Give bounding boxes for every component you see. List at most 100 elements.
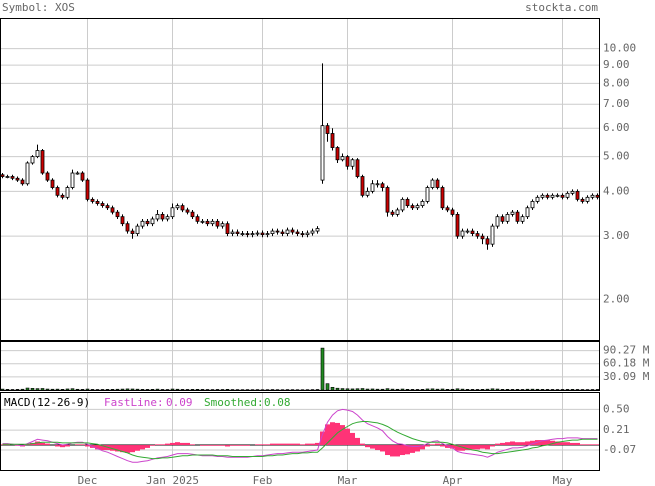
candle-body <box>465 230 470 233</box>
candle-body <box>140 220 145 227</box>
volume-bar <box>30 388 35 391</box>
macd-histogram-bar <box>160 444 165 446</box>
y-tick-label: 4.00 <box>603 184 630 197</box>
macd-histogram-bar <box>110 445 115 451</box>
macd-histogram-bar <box>180 442 185 446</box>
candle-body <box>500 216 505 222</box>
candle-body <box>135 225 140 234</box>
macd-histogram-bar <box>120 445 125 453</box>
candle-body <box>430 179 435 188</box>
candle-body <box>530 201 535 209</box>
macd-histogram-bar <box>60 445 65 448</box>
volume-bar <box>445 389 450 391</box>
volume-bar <box>135 388 140 391</box>
volume-bar <box>450 388 455 391</box>
macd-histogram-bar <box>480 445 485 449</box>
y-tick-label: 2.00 <box>603 292 630 305</box>
macd-histogram-bar <box>500 442 505 446</box>
volume-bar <box>65 388 70 391</box>
candle-body <box>525 207 530 218</box>
candle-body <box>0 174 5 177</box>
macd-histogram-bar <box>320 431 325 446</box>
candle-body <box>440 187 445 209</box>
macd-histogram-bar <box>515 442 520 446</box>
macd-histogram-bar <box>315 442 320 446</box>
y-tick-label: 30.09 M <box>603 370 650 383</box>
candle-body <box>70 172 75 188</box>
candle-body <box>220 223 225 227</box>
volume-bar <box>540 389 545 391</box>
candle-body <box>360 176 365 196</box>
macd-histogram-bar <box>585 444 590 446</box>
volume-bar <box>335 387 340 391</box>
candle-body <box>590 194 595 198</box>
candle-body <box>120 216 125 225</box>
volume-bar <box>315 389 320 391</box>
macd-histogram-bar <box>340 425 345 446</box>
candle-body <box>380 183 385 188</box>
candle-body <box>340 156 345 161</box>
y-tick-label: 0.50 <box>603 402 630 415</box>
volume-bar <box>575 389 580 391</box>
volume-bar <box>225 389 230 391</box>
candle-body <box>580 198 585 202</box>
volume-bar <box>435 388 440 391</box>
macd-histogram-bar <box>165 443 170 446</box>
macd-histogram-bar <box>395 445 400 457</box>
macd-histogram-bar <box>385 445 390 456</box>
volume-bar <box>410 389 415 391</box>
x-tick-label: Dec <box>78 474 98 486</box>
macd-histogram-bar <box>285 443 290 446</box>
macd-histogram-bar <box>355 437 360 446</box>
macd-histogram-bar <box>175 442 180 446</box>
volume-bar <box>385 388 390 391</box>
macd-histogram-bar <box>375 445 380 451</box>
macd-histogram-bar <box>125 445 130 453</box>
volume-bar <box>35 388 40 391</box>
volume-bar <box>375 388 380 391</box>
candle-body <box>365 190 370 196</box>
volume-bar <box>430 388 435 391</box>
volume-bar <box>180 389 185 391</box>
macd-histogram-bar <box>190 444 195 446</box>
volume-bar <box>565 389 570 391</box>
macd-histogram-bar <box>185 442 190 446</box>
volume-bar <box>355 388 360 391</box>
macd-histogram-bar <box>115 445 120 452</box>
y-tick-label: 8.00 <box>603 76 630 89</box>
volume-bar <box>420 389 425 391</box>
candle-body <box>180 205 185 211</box>
macd-histogram-bar <box>475 445 480 450</box>
candle-body <box>185 209 190 213</box>
macd-histogram-bar <box>525 441 530 446</box>
candle-body <box>5 176 10 178</box>
candle-body <box>330 133 335 148</box>
macd-histogram-bar <box>460 445 465 451</box>
candle-body <box>545 194 550 198</box>
x-tick-label: Apr <box>443 474 463 486</box>
macd-histogram-bar <box>380 445 385 452</box>
macd-histogram-bar <box>505 442 510 446</box>
macd-histogram-bar <box>240 445 245 446</box>
candle-body <box>455 213 460 237</box>
candle-body <box>535 196 540 202</box>
volume-bar <box>150 389 155 391</box>
candle-body <box>370 183 375 192</box>
macd-histogram-bar <box>45 443 50 446</box>
candle-body <box>310 230 315 234</box>
volume-bar <box>5 389 10 391</box>
smoothed-value: 0.08 <box>264 396 291 409</box>
volume-bar <box>40 388 45 391</box>
candle-body <box>485 238 490 245</box>
x-tick-label: Mar <box>338 474 358 486</box>
candle-body <box>55 187 60 196</box>
candle-body <box>230 231 235 234</box>
macd-histogram-bar <box>530 440 535 446</box>
candle-body <box>390 211 395 215</box>
volume-bar <box>80 389 85 391</box>
candle-body <box>410 205 415 209</box>
macd-histogram-bar <box>155 444 160 446</box>
candle-body <box>80 172 85 181</box>
candle-body <box>490 225 495 245</box>
volume-bar <box>440 388 445 391</box>
